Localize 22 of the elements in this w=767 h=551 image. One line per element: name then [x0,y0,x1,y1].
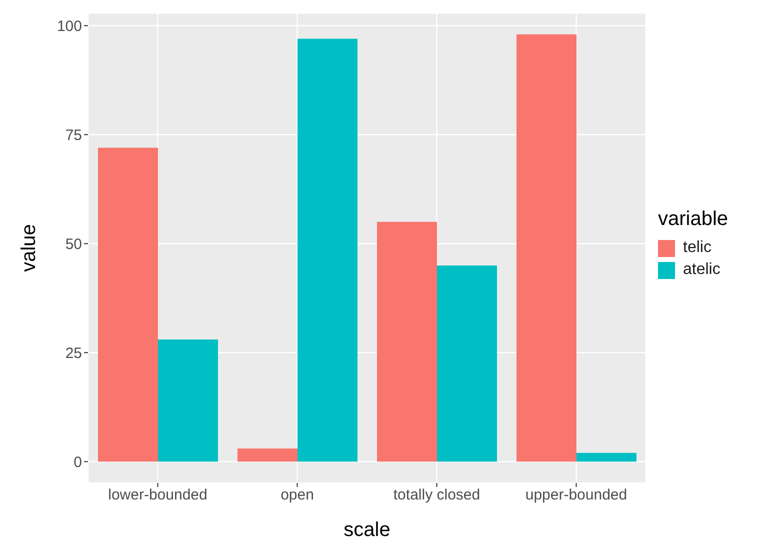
legend-title: variable [658,208,728,231]
y-axis-title: value [18,224,40,272]
y-tick-label: 50 [65,236,82,253]
bar [298,38,358,462]
y-tick-label: 100 [56,18,82,35]
x-axis-title: scale [344,519,390,541]
x-tick-label: open [280,486,314,504]
bar [437,265,497,462]
bar [576,452,636,462]
bar [238,448,298,462]
bar [158,340,218,462]
y-tick-label: 75 [65,126,82,144]
y-tick-label: 25 [65,344,82,362]
y-tick-label: 0 [74,454,82,471]
legend-label: telic [683,239,712,257]
x-tick-label: totally closed [393,486,480,504]
legend-label: atelic [683,261,720,279]
x-tick-label: lower-bounded [108,486,208,504]
x-tick-label: upper-bounded [525,486,628,504]
bar [377,222,437,462]
bar [516,34,576,462]
bar [98,148,158,462]
